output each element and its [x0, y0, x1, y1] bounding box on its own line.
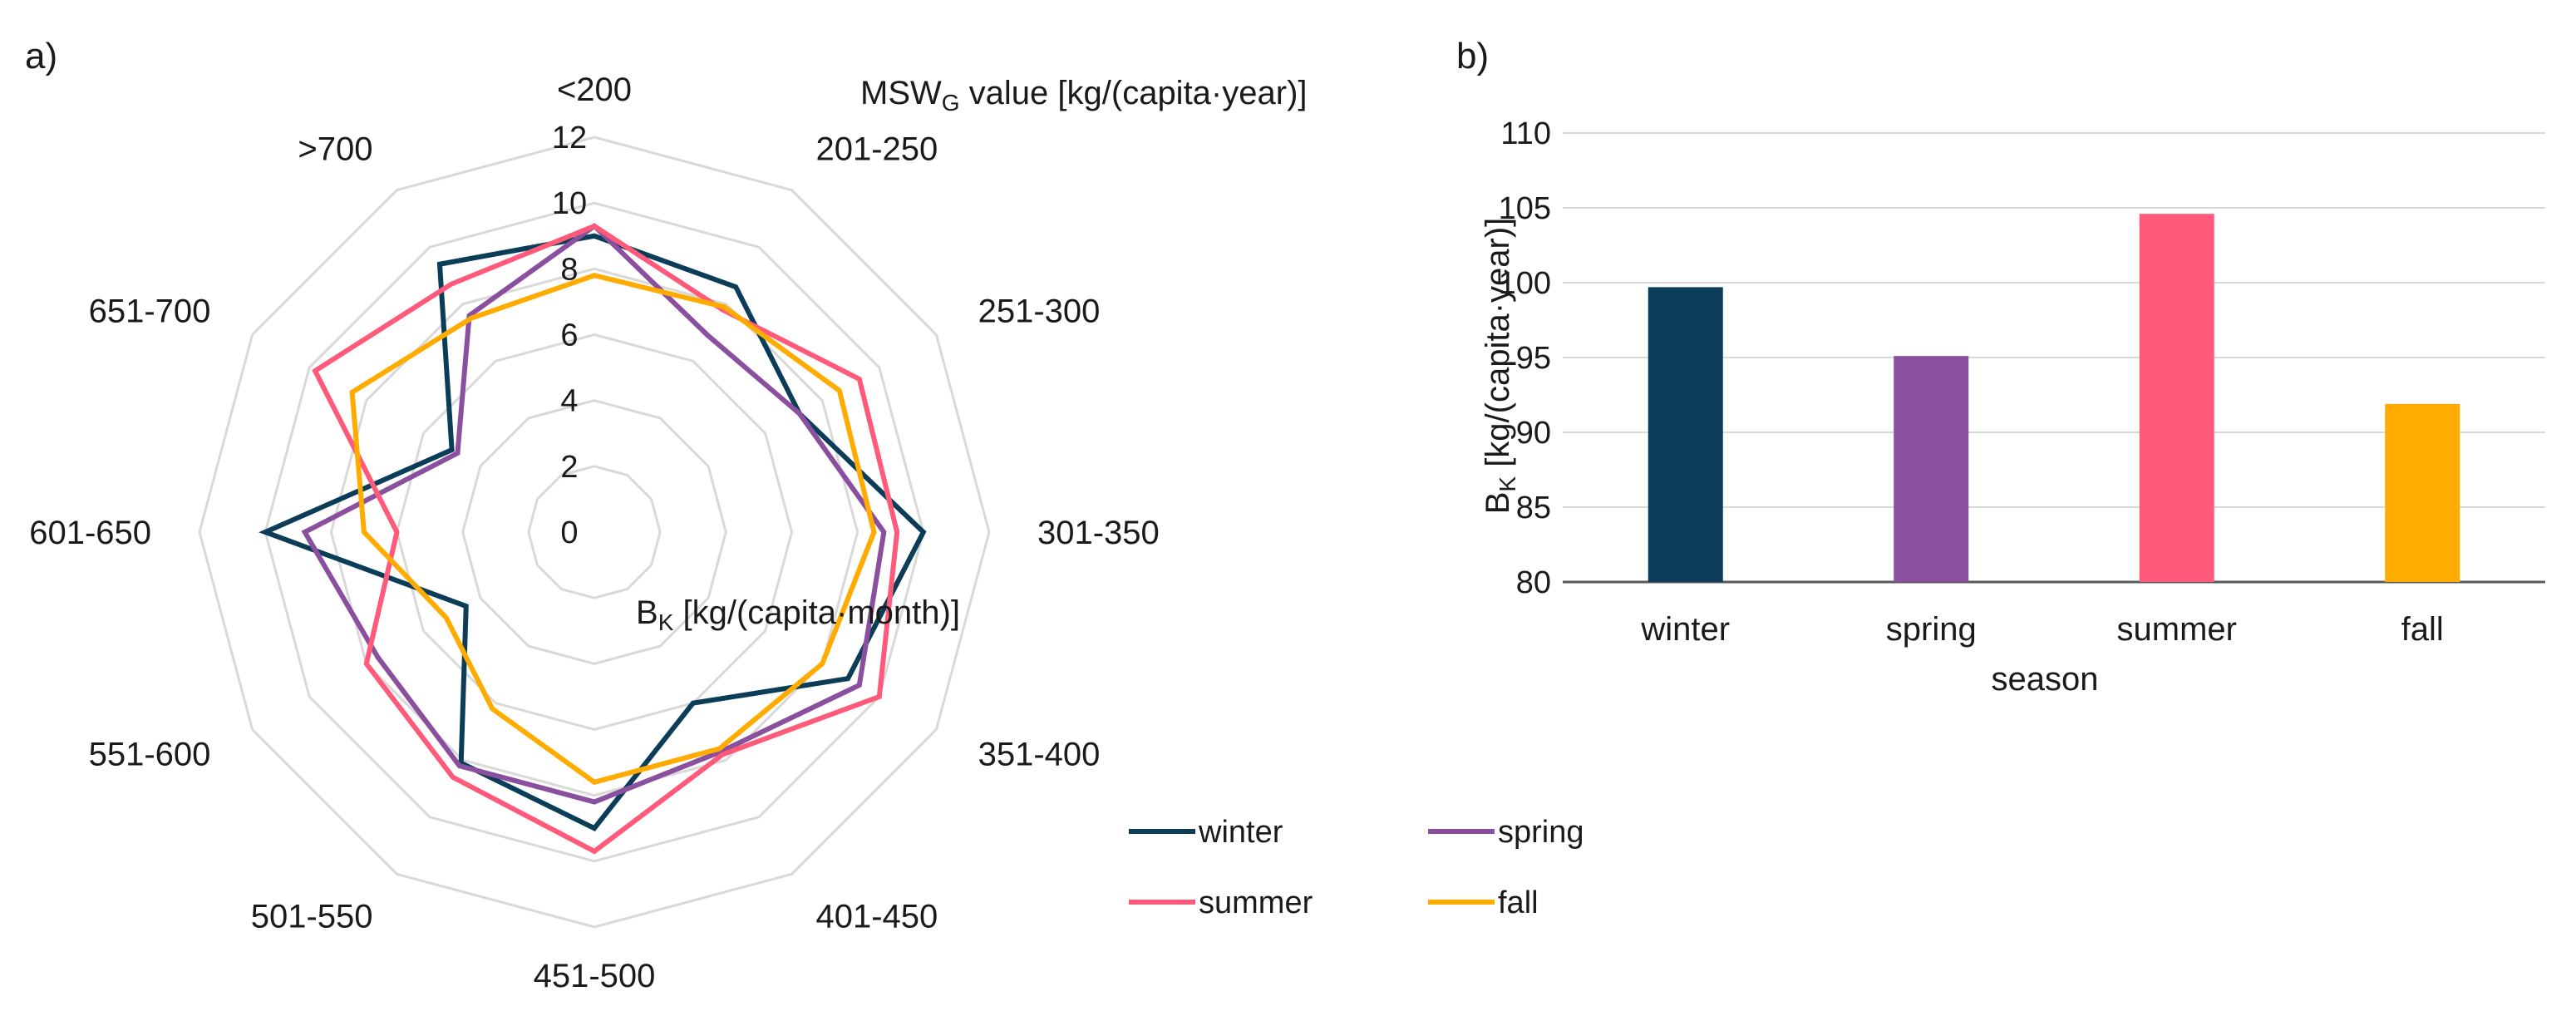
bar-x-tick-label: winter	[1640, 611, 1730, 648]
bar-bars	[1648, 214, 2460, 582]
bar-y-axis-title: BK [kg/(capita·year)]	[1480, 218, 1520, 515]
radar-category-label: 201-250	[816, 131, 938, 167]
bar-y-tick-label: 100	[1499, 266, 1551, 301]
panel-a-label: a)	[25, 36, 57, 76]
bar-summer	[2139, 214, 2214, 582]
radar-value-title-subscript: K	[658, 609, 674, 635]
radar-gridline-6	[395, 333, 794, 732]
radar-gridline-2	[527, 465, 662, 599]
radar-tick-label: 8	[560, 252, 578, 287]
radar-category-label: 551-600	[89, 737, 211, 773]
legend-label-winter: winter	[1198, 815, 1283, 850]
bar-y-tick-label: 105	[1499, 191, 1551, 226]
radar-category-label: 501-550	[251, 899, 373, 935]
bar-y-title-rest: [kg/(capita·year)]	[1480, 218, 1516, 476]
legend: winter spring summer fall	[1129, 815, 1584, 920]
radar-category-label: 351-400	[978, 737, 1101, 773]
bar-fall	[2385, 403, 2460, 582]
bar-winter	[1648, 287, 1723, 582]
bar-spring	[1894, 356, 1969, 582]
radar-tick-label: 6	[560, 318, 578, 353]
radar-gridline-4	[461, 399, 727, 665]
radar-category-label: 651-700	[89, 293, 211, 330]
radar-tick-label: 0	[560, 515, 578, 550]
bar-y-tick-label: 85	[1516, 491, 1551, 525]
radar-title-rest: value [kg/(capita·year)]	[960, 75, 1308, 111]
radar-title-subscript: G	[942, 90, 960, 116]
radar-series-summer	[312, 223, 900, 855]
radar-gridline-10	[264, 201, 925, 863]
bar-y-tick-label: 80	[1516, 565, 1551, 600]
radar-category-label: 601-650	[29, 515, 151, 551]
radar-category-label: 401-450	[816, 899, 938, 935]
legend-label-fall: fall	[1498, 885, 1539, 920]
radar-gridline-12	[198, 136, 991, 929]
radar-tick-label: 10	[552, 186, 587, 221]
bar-y-tick-label: 95	[1516, 341, 1551, 376]
radar-title-main: MSW	[860, 75, 942, 111]
radar-tick-label: 4	[560, 384, 578, 419]
radar-tick-label: 2	[560, 450, 578, 485]
bar-x-tick-label: summer	[2117, 611, 2237, 648]
bar-y-title-main: B	[1480, 492, 1516, 515]
bar-x-tick-label: fall	[2401, 611, 2444, 648]
bar-x-tick-label: spring	[1886, 611, 1977, 648]
radar-title: MSWG value [kg/(capita·year)]	[860, 75, 1308, 116]
bar-chart: 80 85 90 95 100 105 110 winter spring summer fall…	[1480, 116, 2545, 698]
bar-x-tick-labels: winter spring summer fall	[1640, 611, 2443, 648]
bar-y-title-subscript: K	[1495, 476, 1520, 492]
bar-y-tick-label: 110	[1500, 116, 1551, 151]
radar-category-labels: <200 201-250 251-300 301-350 351-400 401-450 4…	[29, 72, 1160, 994]
radar-category-label: 301-350	[1037, 515, 1160, 551]
radar-category-label: >700	[298, 131, 372, 167]
radar-grid	[198, 136, 991, 929]
radar-series-fall	[349, 273, 877, 786]
radar-value-axis-title: BK [kg/(capita·month)]	[636, 594, 960, 635]
radar-chart: 0 2 4 6 8 10 12 <200 201-250 251-300 301-350 351-4…	[29, 72, 1307, 994]
radar-category-label: 451-500	[534, 958, 656, 994]
panel-b-label: b)	[1456, 36, 1489, 76]
radar-value-title-rest: [kg/(capita·month)]	[673, 594, 960, 631]
radar-category-label: <200	[557, 72, 632, 108]
radar-gridline-8	[329, 267, 859, 797]
radar-series	[259, 222, 927, 855]
bar-y-tick-labels: 80 85 90 95 100 105 110	[1499, 116, 1551, 600]
legend-label-spring: spring	[1498, 815, 1584, 850]
radar-value-title-main: B	[636, 594, 658, 631]
radar-series-spring	[301, 222, 887, 805]
radar-tick-labels: 0 2 4 6 8 10 12	[552, 121, 587, 550]
radar-category-label: 251-300	[978, 293, 1101, 330]
bar-y-tick-label: 90	[1516, 416, 1551, 451]
legend-label-summer: summer	[1199, 885, 1313, 920]
bar-gridlines	[1563, 132, 2545, 584]
radar-tick-label: 12	[552, 121, 587, 155]
bar-x-axis-title: season	[1992, 661, 2099, 698]
